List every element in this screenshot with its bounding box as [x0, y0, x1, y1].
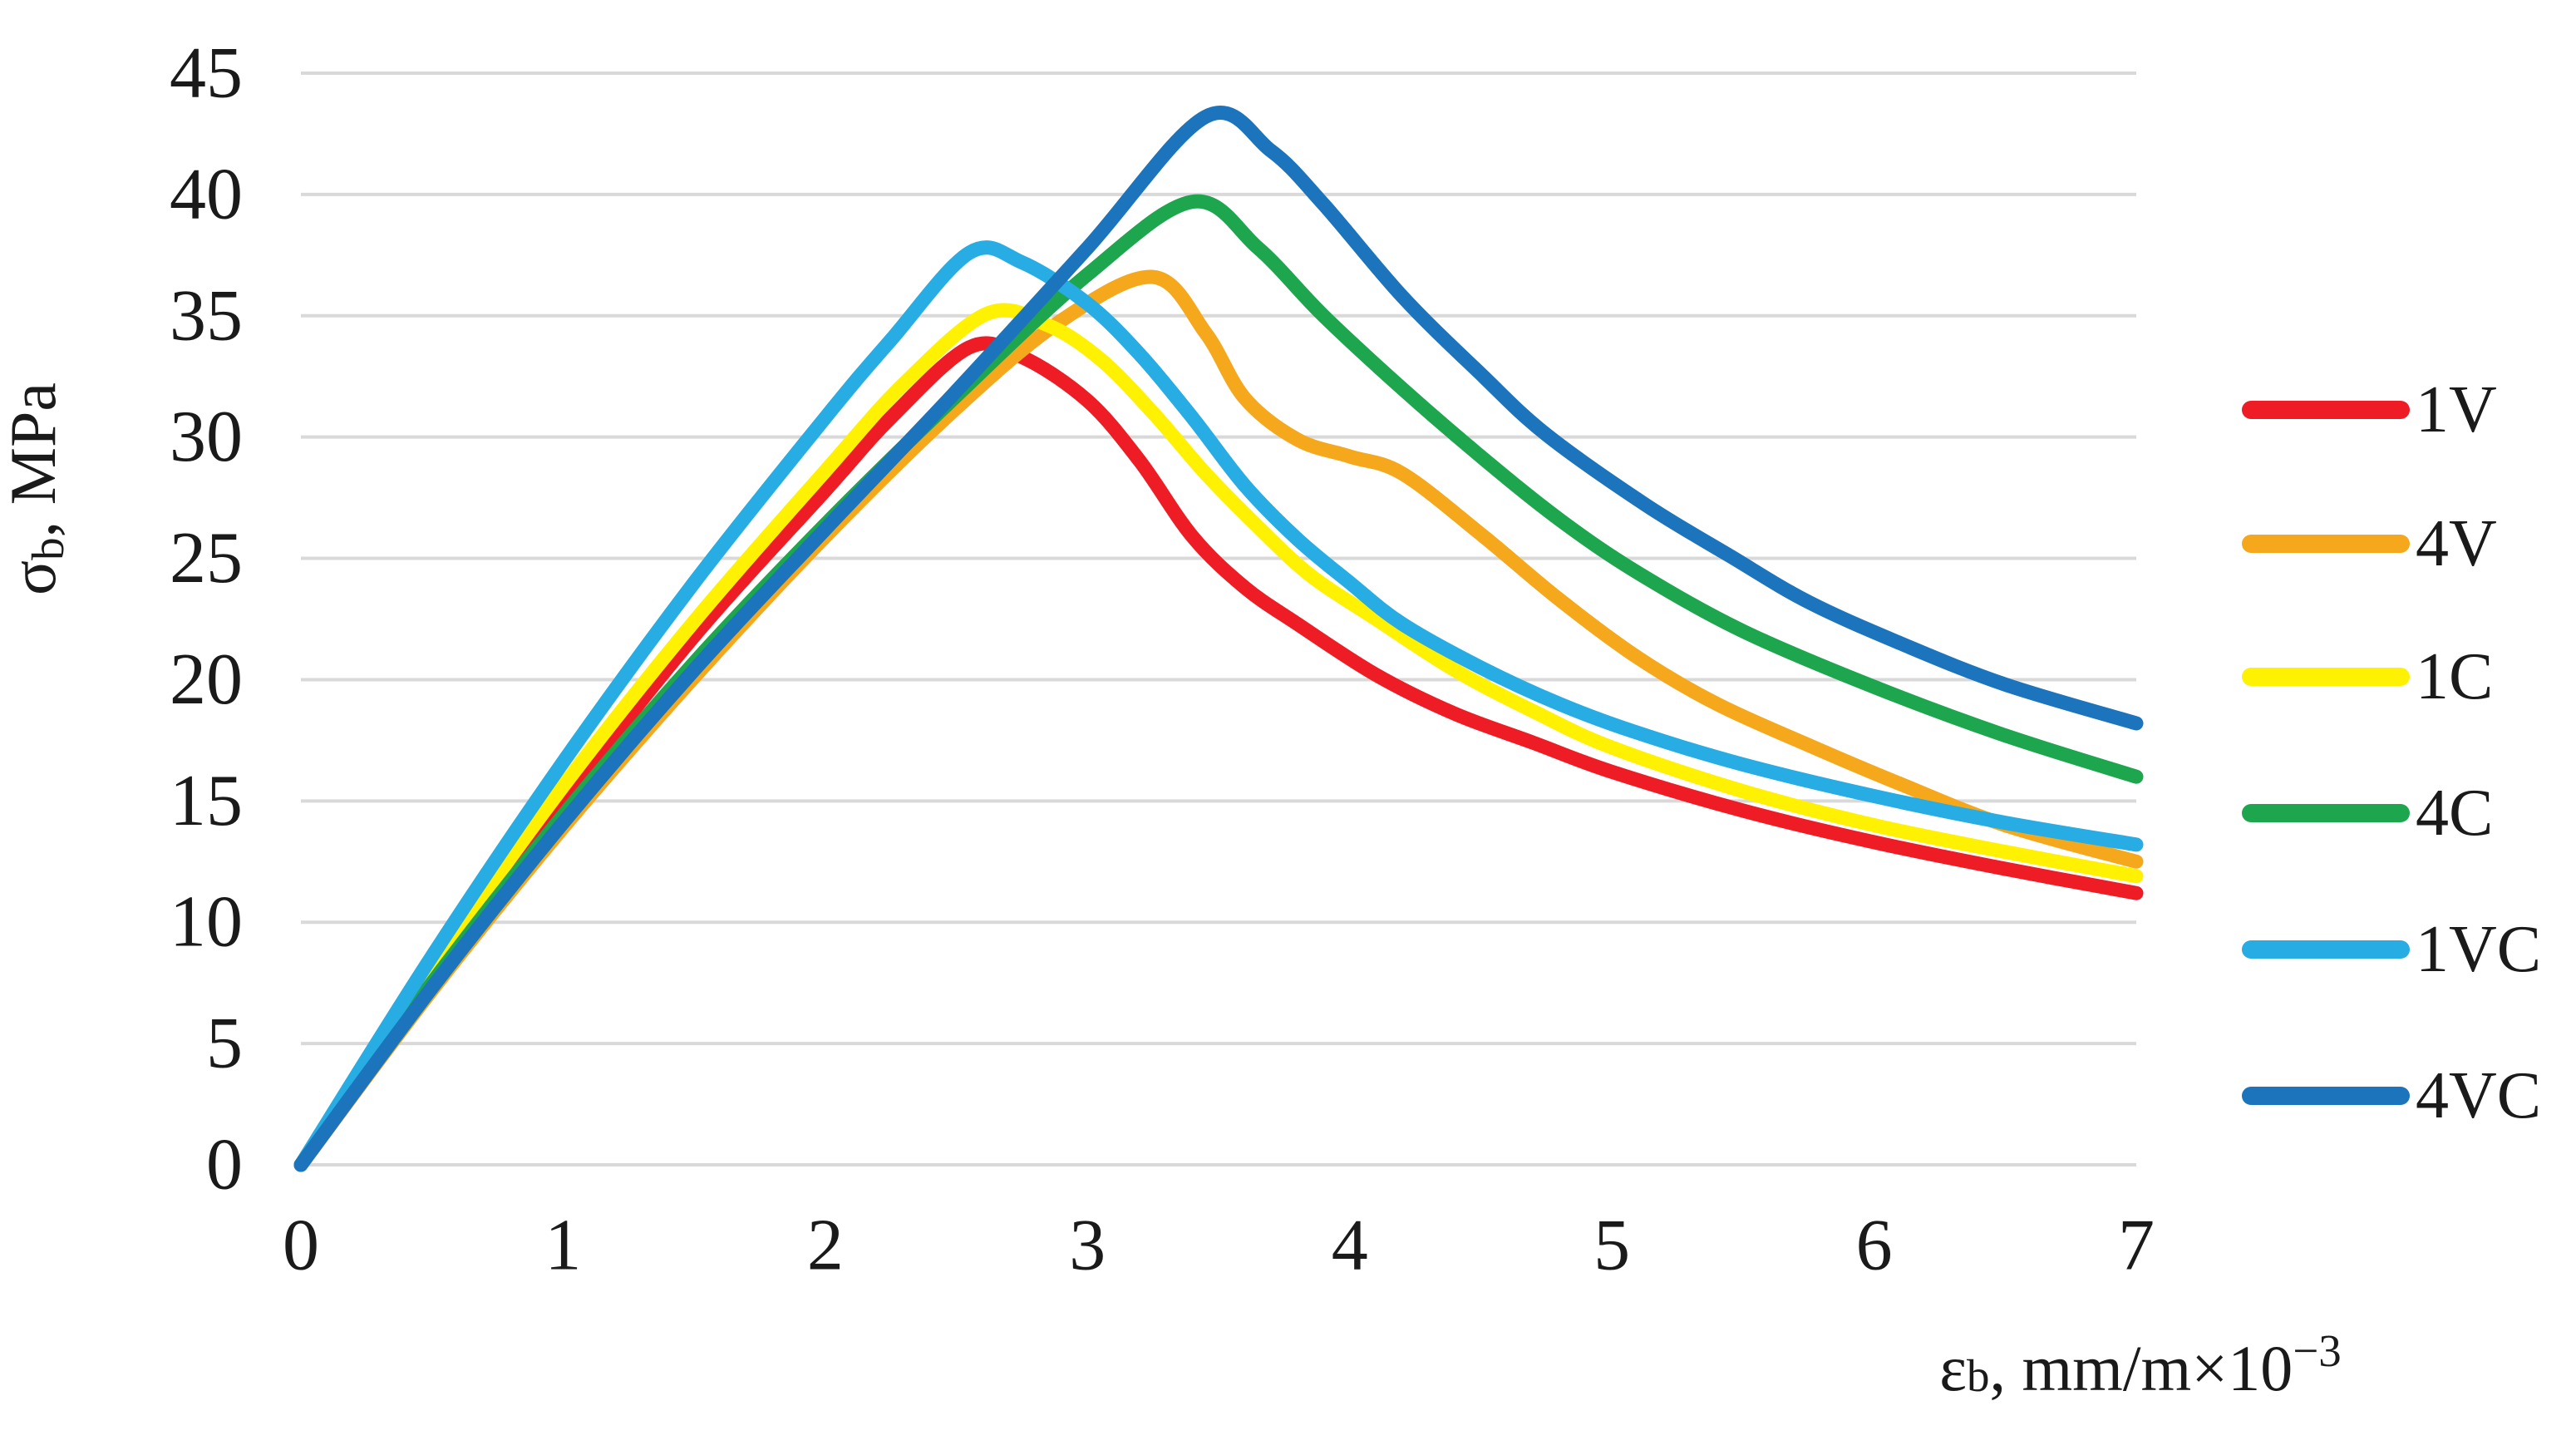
y-axis-title: σb, MPa	[0, 382, 73, 595]
x-tick-label-5: 5	[1593, 1206, 1630, 1286]
y-tick-label-15: 15	[170, 761, 243, 841]
legend-item-1V: 1V	[2242, 373, 2497, 446]
y-tick-label-45: 45	[170, 33, 243, 114]
x-tick-label-3: 3	[1069, 1206, 1106, 1286]
y-tick-label-35: 35	[170, 275, 243, 356]
series-line-1VC	[293, 240, 2144, 1172]
legend-label-4C: 4C	[2416, 777, 2493, 850]
legend-item-4V: 4V	[2242, 507, 2497, 580]
x-tick-label-2: 2	[807, 1206, 844, 1286]
legend-label-1VC: 1VC	[2416, 913, 2541, 986]
y-tick-label-40: 40	[170, 154, 243, 234]
y-tick-label-25: 25	[170, 518, 243, 599]
legend-label-4V: 4V	[2416, 507, 2497, 580]
data-series	[293, 106, 2144, 1172]
x-tick-label-1: 1	[544, 1206, 581, 1286]
x-axis-title-text: εb, mm/m×10−3	[1939, 1325, 2341, 1404]
series-line-4VC	[293, 106, 2144, 1172]
x-axis-title: εb, mm/m×10−3	[1939, 1325, 2341, 1404]
legend-item-1C: 1C	[2242, 640, 2493, 713]
y-axis-tick-labels: 0 5 10 15 20 25 30 35 40 45	[170, 33, 243, 1206]
chart-legend: 1V 4V 1C 4C 1VC 4VC	[2242, 373, 2541, 1132]
y-tick-label-0: 0	[206, 1125, 243, 1206]
x-tick-label-4: 4	[1332, 1206, 1368, 1286]
y-tick-label-5: 5	[206, 1004, 243, 1084]
y-tick-label-10: 10	[170, 882, 243, 963]
y-tick-label-20: 20	[170, 639, 243, 720]
x-tick-label-6: 6	[1856, 1206, 1893, 1286]
x-tick-label-7: 7	[2118, 1206, 2155, 1286]
y-axis-title-text: σb, MPa	[0, 382, 73, 595]
y-tick-label-30: 30	[170, 397, 243, 477]
legend-label-1C: 1C	[2416, 640, 2493, 713]
legend-item-1VC: 1VC	[2242, 913, 2541, 986]
x-tick-label-0: 0	[283, 1206, 319, 1286]
legend-label-4VC: 4VC	[2416, 1059, 2541, 1132]
series-line-1V	[293, 336, 2144, 1172]
legend-item-4C: 4C	[2242, 777, 2493, 850]
series-line-1C	[293, 303, 2144, 1172]
legend-item-4VC: 4VC	[2242, 1059, 2541, 1132]
x-axis-tick-labels: 0 1 2 3 4 5 6 7	[283, 1206, 2155, 1286]
legend-label-1V: 1V	[2416, 373, 2497, 446]
